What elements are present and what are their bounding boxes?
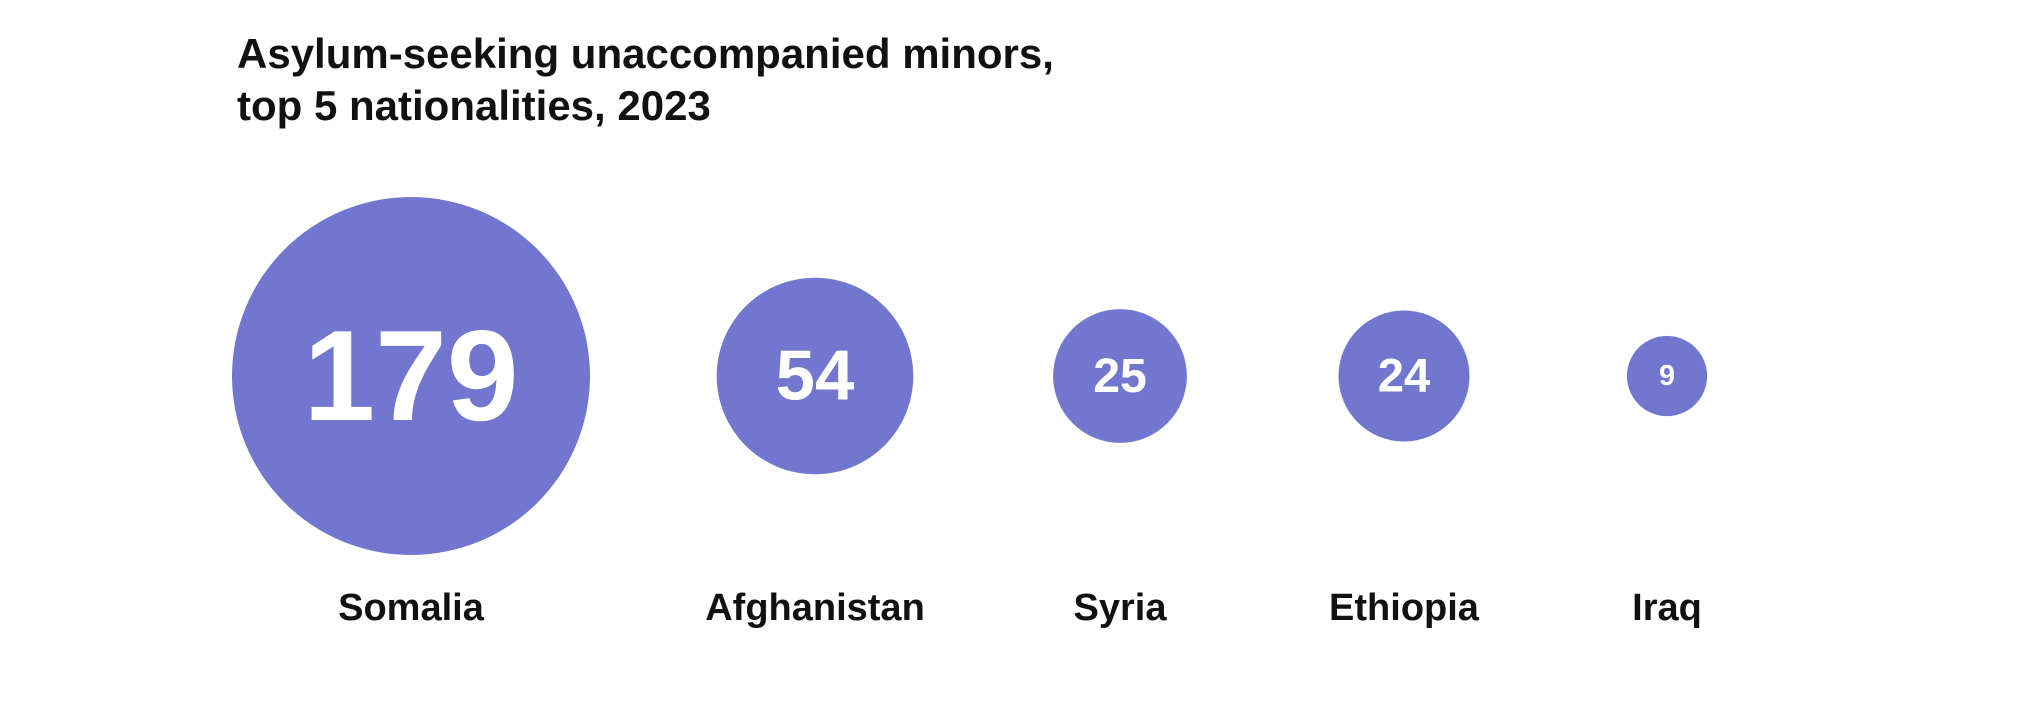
- value-label-iraq: 9: [1659, 360, 1675, 392]
- chart-title-line-1: Asylum-seeking unaccompanied minors,: [237, 30, 1054, 77]
- value-label-ethiopia: 24: [1378, 350, 1431, 403]
- value-label-afghanistan: 54: [776, 337, 855, 416]
- category-labels-group: Somalia Afghanistan Syria Ethiopia Iraq: [338, 587, 1702, 629]
- value-labels-group: 179 54 25 24 9: [303, 304, 1675, 448]
- bubble-iraq: [1626, 335, 1708, 417]
- bubble-afghanistan: [716, 277, 914, 475]
- chart-title-line-2: top 5 nationalities, 2023: [237, 82, 711, 129]
- bubble-somalia: [232, 197, 590, 555]
- value-label-somalia: 179: [303, 304, 518, 448]
- category-label-ethiopia: Ethiopia: [1329, 587, 1480, 629]
- value-label-syria: 25: [1093, 349, 1147, 403]
- category-label-afghanistan: Afghanistan: [705, 587, 925, 629]
- bubble-ethiopia: [1338, 310, 1470, 442]
- category-label-syria: Syria: [1074, 587, 1168, 629]
- bubble-syria: [1053, 309, 1187, 443]
- category-label-iraq: Iraq: [1632, 587, 1702, 629]
- bubbles-group: [232, 197, 1708, 555]
- category-label-somalia: Somalia: [338, 587, 485, 629]
- chart-title: Asylum-seeking unaccompanied minors, top…: [237, 28, 1054, 132]
